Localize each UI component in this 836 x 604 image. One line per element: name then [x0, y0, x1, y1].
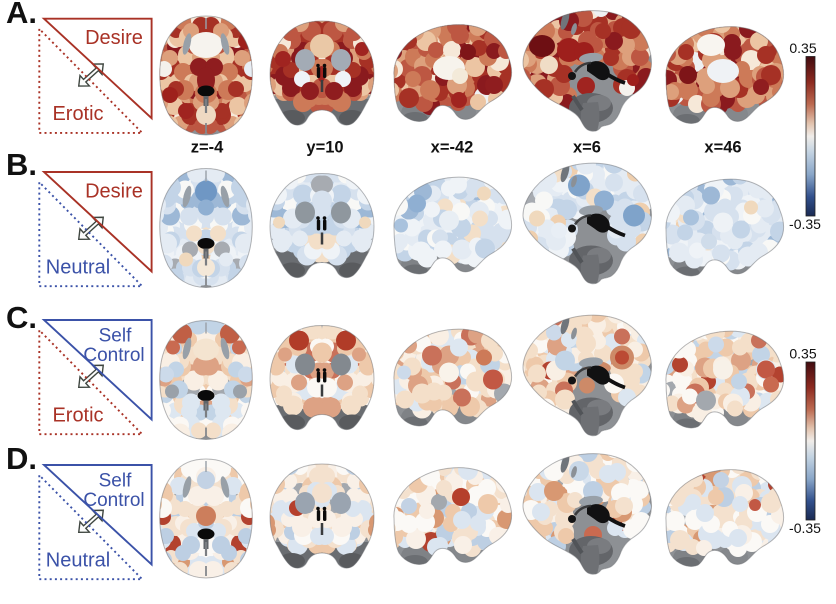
svg-text:x=46: x=46 — [704, 139, 741, 157]
svg-text:Erotic: Erotic — [52, 404, 103, 426]
svg-text:x=-42: x=-42 — [431, 139, 474, 157]
svg-text:Neutral: Neutral — [46, 256, 110, 278]
svg-text:0.35: 0.35 — [789, 346, 816, 362]
svg-text:D.: D. — [6, 441, 37, 476]
svg-text:Control: Control — [83, 345, 144, 366]
svg-text:-0.35: -0.35 — [789, 216, 821, 232]
svg-text:Control: Control — [83, 490, 144, 511]
svg-text:Desire: Desire — [85, 27, 143, 49]
svg-text:z=-4: z=-4 — [191, 139, 224, 157]
svg-text:Erotic: Erotic — [52, 103, 103, 125]
svg-text:A.: A. — [6, 0, 37, 30]
svg-text:Self: Self — [99, 325, 132, 346]
svg-text:Neutral: Neutral — [46, 549, 110, 571]
svg-text:B.: B. — [6, 147, 37, 182]
svg-text:0.35: 0.35 — [789, 40, 816, 56]
svg-text:Desire: Desire — [85, 180, 143, 202]
svg-text:x=6: x=6 — [573, 139, 601, 157]
svg-text:y=10: y=10 — [306, 139, 343, 157]
svg-text:Self: Self — [99, 470, 132, 491]
svg-text:-0.35: -0.35 — [789, 520, 821, 536]
svg-text:C.: C. — [6, 300, 37, 335]
